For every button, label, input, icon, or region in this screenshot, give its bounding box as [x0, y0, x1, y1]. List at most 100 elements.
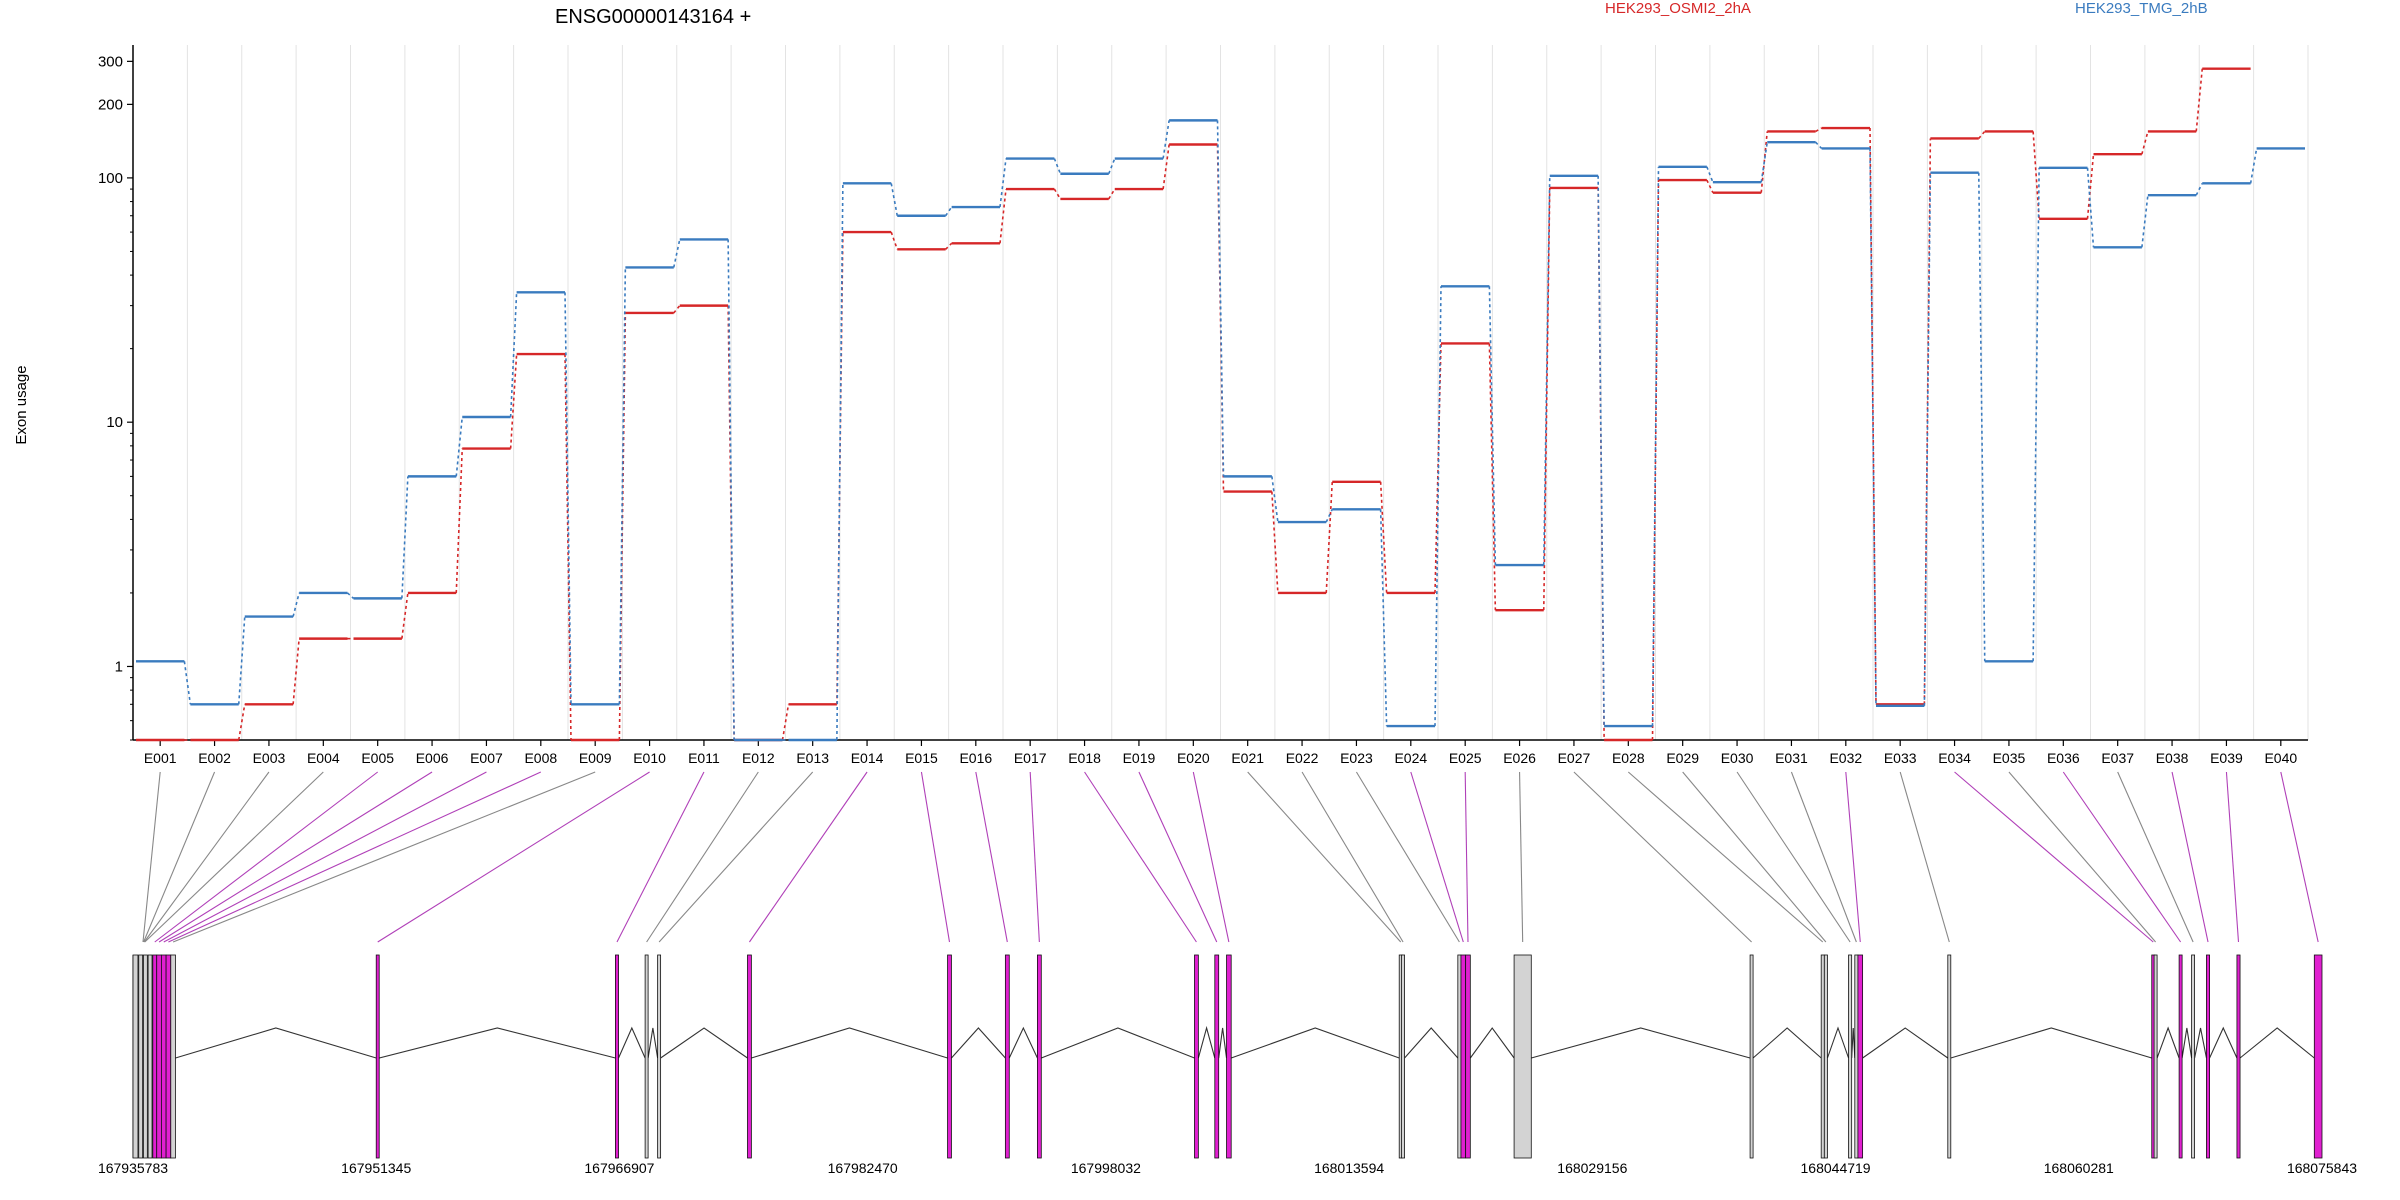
intron-line — [1531, 1027, 1751, 1059]
x-tick-label: E023 — [1340, 750, 1373, 766]
gene-model: 167935783 167951345 167966907 167982470 1679… — [98, 954, 2357, 1176]
x-tick-label: E022 — [1286, 750, 1319, 766]
intron-line — [647, 1027, 659, 1059]
intron-line — [1862, 1027, 1949, 1059]
x-tick-label: E024 — [1394, 750, 1427, 766]
x-tick-label: E036 — [2047, 750, 2080, 766]
series-connector — [292, 638, 300, 705]
exon-box — [2178, 954, 2183, 1159]
intron-line — [1041, 1027, 1195, 1059]
exon-box — [1004, 954, 1010, 1159]
intron-line — [2181, 1027, 2193, 1059]
series-connector — [1488, 343, 1497, 611]
plot-area: 1 10 100 200 300 E001 E002 E003 E004 E005 E006 E007… — [98, 45, 2309, 766]
exon-link-line — [144, 771, 324, 943]
series-connector — [1053, 188, 1062, 200]
exon-link-line — [2117, 771, 2194, 943]
exon-link-line — [1464, 771, 1469, 943]
x-tick-label: E016 — [959, 750, 992, 766]
y-tick-label: 300 — [98, 53, 123, 70]
series-connector — [1108, 188, 1116, 200]
series-connector — [1053, 158, 1062, 175]
exon-box — [152, 954, 158, 1159]
series-connector — [836, 183, 844, 741]
exon-link-line — [658, 771, 814, 943]
x-tick-label: E004 — [307, 750, 340, 766]
exon-link-line — [646, 771, 759, 943]
series-connector — [401, 476, 409, 599]
series-connector — [183, 661, 192, 705]
exon-link-line — [616, 771, 705, 943]
x-tick-label: E021 — [1231, 750, 1264, 766]
exon-link-line — [172, 771, 596, 943]
y-tick-label: 1 — [115, 658, 123, 675]
x-tick-label: E034 — [1938, 750, 1971, 766]
intron-line — [2209, 1026, 2238, 1059]
x-tick-label: E011 — [688, 750, 720, 766]
exon-link-line — [1790, 771, 1857, 943]
exon-link-line — [2225, 771, 2240, 943]
series-connector — [2141, 195, 2149, 248]
exon-box — [170, 954, 176, 1159]
x-tick-label: E002 — [198, 750, 231, 766]
chart-title: ENSG00000143164 + — [555, 6, 751, 28]
series-connector — [1325, 481, 1334, 593]
series-connector — [1815, 141, 1823, 150]
x-tick-label: E030 — [1721, 750, 1754, 766]
exon-link-line — [1247, 771, 1402, 943]
x-tick-label: E010 — [633, 750, 666, 766]
series-connector — [1706, 179, 1714, 194]
coordinate-label: 168029156 — [1557, 1160, 1627, 1176]
series-connector — [945, 242, 953, 250]
intron-line — [379, 1027, 616, 1059]
y-tick-label: 10 — [106, 414, 123, 431]
series-connector — [2032, 167, 2040, 662]
y-axis-label: Exon usage — [13, 365, 30, 444]
intron-line — [1231, 1027, 1400, 1059]
exon-box — [1037, 954, 1042, 1159]
exon-link-line — [1954, 771, 2154, 943]
intron-line — [1008, 1026, 1038, 1059]
series-connector — [1379, 481, 1388, 593]
exon-box — [1848, 954, 1853, 1159]
x-tick-label: E019 — [1123, 750, 1156, 766]
series-tmg — [136, 119, 2305, 742]
series-connector — [292, 592, 300, 617]
y-tick-label: 100 — [98, 170, 123, 187]
coordinate-label: 167935783 — [98, 1160, 168, 1176]
exon-box — [1194, 954, 1199, 1159]
series-connector — [1379, 509, 1388, 727]
exon-link-line — [1192, 771, 1230, 943]
intron-line — [1752, 1027, 1822, 1059]
exon-box — [1947, 954, 1952, 1159]
exon-box — [156, 954, 162, 1159]
series-connector — [1216, 120, 1225, 477]
exon-link-line — [1519, 771, 1524, 943]
intron-line — [951, 1027, 1006, 1059]
x-tick-label: E015 — [905, 750, 938, 766]
series-connector — [237, 704, 246, 741]
series-connector — [944, 206, 953, 217]
intron-line — [2239, 1027, 2315, 1059]
series-connector — [781, 704, 790, 741]
series-connector — [1923, 172, 1932, 706]
exon-box — [143, 954, 148, 1159]
exon-link-line — [158, 771, 433, 943]
intron-line — [1826, 1026, 1850, 1059]
series-connector — [237, 616, 246, 705]
exon-box — [947, 954, 952, 1159]
exon-box — [1226, 954, 1232, 1159]
series-connector — [2195, 68, 2204, 132]
series-connector — [1162, 120, 1170, 159]
x-tick-label: E033 — [1884, 750, 1917, 766]
coordinate-label: 168044719 — [1801, 1160, 1871, 1176]
series-connector — [2086, 167, 2095, 248]
exon-link-line — [2280, 771, 2319, 943]
exon-box — [138, 954, 144, 1159]
series-connector — [1542, 187, 1551, 611]
exon-link-line — [1736, 771, 1851, 943]
series-connector — [455, 448, 464, 593]
x-tick-label: E020 — [1177, 750, 1210, 766]
exon-link-line — [377, 771, 650, 943]
